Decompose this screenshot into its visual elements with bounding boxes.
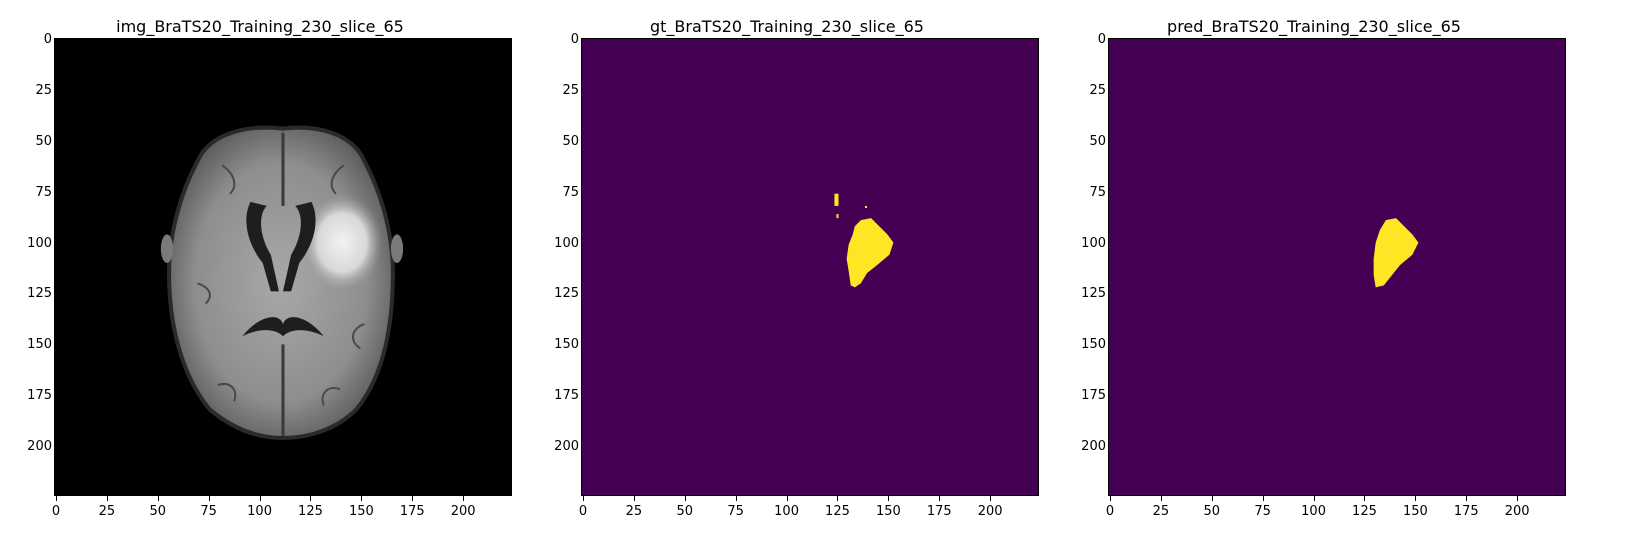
x-axis-gt: 0 25 50 75 100 125 150 175 200	[579, 496, 1039, 526]
x-tick-label: 0	[1105, 504, 1115, 519]
x-tick-mark	[259, 496, 261, 501]
x-tick-label: 175	[1453, 504, 1479, 519]
x-tick-mark	[939, 496, 941, 501]
y-tick-label: 150	[554, 337, 579, 353]
x-tick-mark	[106, 496, 108, 501]
y-tick-label: 75	[35, 184, 52, 200]
panel-title-pred: pred_BraTS20_Training_230_slice_65	[1167, 17, 1461, 36]
x-tick-label: 0	[51, 504, 61, 519]
y-tick-label: 25	[35, 82, 52, 98]
x-tick-mark	[1517, 496, 1519, 501]
y-tick-label: 25	[1089, 82, 1106, 98]
y-axis-gt: 0 25 50 75 100 125 150 175 200	[527, 32, 587, 496]
x-tick-mark	[1313, 496, 1315, 501]
y-tick-label: 200	[27, 439, 52, 455]
x-tick-mark	[310, 496, 312, 501]
x-tick-label: 75	[727, 504, 744, 519]
x-tick-label: 125	[298, 504, 323, 519]
x-tick-label: 100	[247, 504, 272, 519]
pred-mask-image	[1108, 38, 1566, 496]
panel-gt: gt_BraTS20_Training_230_slice_65 0 25 50 75…	[527, 0, 1047, 539]
pred-mask-graphic	[1109, 39, 1565, 495]
y-tick-label: 50	[1089, 133, 1106, 149]
panel-img: img_BraTS20_Training_230_slice_65 0 25 50 7…	[0, 0, 520, 539]
y-tick-label: 125	[1081, 286, 1106, 302]
panel-pred: pred_BraTS20_Training_230_slice_65 0 25 50…	[1054, 0, 1574, 539]
x-tick-mark	[786, 496, 788, 501]
y-axis-pred: 0 25 50 75 100 125 150 175 200	[1054, 32, 1114, 496]
y-tick-label: 200	[554, 439, 579, 455]
x-tick-label: 100	[1301, 504, 1326, 519]
y-tick-label: 25	[562, 82, 579, 98]
x-tick-label: 200	[977, 504, 1003, 519]
x-tick-label: 50	[676, 504, 694, 519]
x-tick-label: 25	[98, 504, 116, 519]
x-tick-label: 150	[1402, 504, 1428, 519]
x-tick-mark	[361, 496, 363, 501]
x-tick-mark	[463, 496, 465, 501]
x-tick-label: 0	[578, 504, 588, 519]
x-tick-label: 75	[200, 504, 217, 519]
x-tick-mark	[1415, 496, 1417, 501]
panel-title-gt: gt_BraTS20_Training_230_slice_65	[650, 17, 924, 36]
x-tick-mark	[208, 496, 210, 501]
x-tick-mark	[1262, 496, 1264, 501]
x-tick-mark	[1160, 496, 1162, 501]
x-tick-label: 125	[825, 504, 850, 519]
x-tick-label: 125	[1352, 504, 1377, 519]
x-tick-mark	[583, 496, 585, 501]
y-tick-label: 75	[562, 184, 579, 200]
x-tick-mark	[1211, 496, 1213, 501]
x-tick-label: 175	[926, 504, 952, 519]
y-tick-label: 100	[27, 235, 52, 251]
gt-mask-graphic	[582, 39, 1038, 495]
gt-mask-image	[581, 38, 1039, 496]
x-tick-label: 100	[774, 504, 799, 519]
y-axis-img: 0 25 50 75 100 125 150 175 200	[0, 32, 60, 496]
y-tick-label: 175	[1081, 388, 1106, 404]
x-tick-mark	[157, 496, 159, 501]
mri-slice-graphic	[55, 39, 511, 495]
y-tick-label: 200	[1081, 439, 1106, 455]
y-tick-label: 50	[35, 133, 52, 149]
y-tick-label: 150	[27, 337, 52, 353]
y-tick-label: 175	[554, 388, 579, 404]
x-tick-label: 150	[348, 504, 374, 519]
x-axis-pred: 0 25 50 75 100 125 150 175 200	[1106, 496, 1566, 526]
panel-title-img: img_BraTS20_Training_230_slice_65	[116, 17, 404, 36]
x-tick-mark	[990, 496, 992, 501]
x-tick-label: 150	[875, 504, 901, 519]
x-tick-mark	[1364, 496, 1366, 501]
y-tick-label: 100	[1081, 235, 1106, 251]
y-tick-label: 125	[554, 286, 579, 302]
x-tick-label: 200	[450, 504, 476, 519]
x-tick-label: 25	[625, 504, 643, 519]
x-tick-mark	[837, 496, 839, 501]
y-tick-label: 0	[570, 32, 579, 48]
y-tick-label: 150	[1081, 337, 1106, 353]
y-tick-label: 50	[562, 133, 579, 149]
x-tick-mark	[1466, 496, 1468, 501]
x-tick-label: 75	[1254, 504, 1271, 519]
x-axis-img: 0 25 50 75 100 125 150 175 200	[52, 496, 512, 526]
x-tick-label: 200	[1504, 504, 1530, 519]
x-tick-mark	[735, 496, 737, 501]
x-tick-mark	[56, 496, 58, 501]
y-tick-label: 175	[27, 388, 52, 404]
y-tick-label: 0	[1097, 32, 1106, 48]
mri-image	[54, 38, 512, 496]
x-tick-mark	[888, 496, 890, 501]
y-tick-label: 125	[27, 286, 52, 302]
x-tick-mark	[684, 496, 686, 501]
x-tick-label: 25	[1152, 504, 1170, 519]
y-tick-label: 0	[43, 32, 52, 48]
x-tick-label: 175	[399, 504, 425, 519]
y-tick-label: 75	[1089, 184, 1106, 200]
x-tick-mark	[412, 496, 414, 501]
y-tick-label: 100	[554, 235, 579, 251]
x-tick-label: 50	[149, 504, 167, 519]
x-tick-label: 50	[1203, 504, 1221, 519]
x-tick-mark	[633, 496, 635, 501]
x-tick-mark	[1110, 496, 1112, 501]
